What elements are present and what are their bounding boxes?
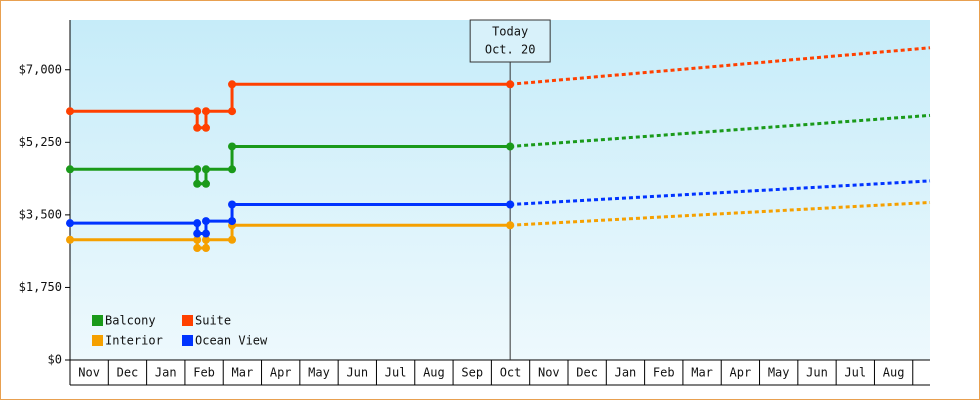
series-point: [201, 229, 210, 238]
x-tick-label: Feb: [653, 366, 675, 380]
legend-swatch: [182, 315, 193, 326]
legend-label: Balcony: [105, 314, 156, 328]
series-point: [506, 221, 515, 230]
x-tick-label: May: [768, 366, 790, 380]
x-tick-label: Nov: [78, 366, 100, 380]
legend-label: Ocean View: [195, 334, 268, 348]
forecast-line: [510, 200, 931, 227]
series-point: [193, 179, 202, 188]
x-tick-label: Jun: [806, 366, 828, 380]
x-tick-label: Aug: [883, 366, 905, 380]
series-point: [201, 217, 210, 226]
series-point: [228, 235, 237, 244]
today-label: Today: [492, 25, 528, 39]
x-tick-label: Apr: [730, 366, 752, 380]
series-point: [228, 107, 237, 116]
x-tick-label: Nov: [538, 366, 560, 380]
plot-area: [70, 20, 930, 360]
series-point: [193, 107, 202, 116]
series-point: [66, 107, 74, 116]
series-point: [201, 179, 210, 188]
series-point: [506, 200, 515, 209]
series-point: [193, 219, 202, 228]
forecast-line: [510, 46, 931, 86]
legend-label: Interior: [105, 334, 163, 348]
legend-label: Suite: [195, 314, 231, 328]
x-tick-label: Dec: [117, 366, 139, 380]
series-point: [193, 229, 202, 238]
series-point: [201, 107, 210, 116]
forecast-line: [510, 113, 931, 148]
series-point: [193, 165, 202, 174]
x-tick-label: Jan: [615, 366, 637, 380]
x-tick-label: Dec: [576, 366, 598, 380]
today-box: [469, 19, 551, 63]
x-tick-label: Apr: [270, 366, 292, 380]
series-point: [201, 244, 210, 253]
y-tick-label: $0: [48, 353, 62, 367]
series-point: [193, 235, 202, 244]
series-point: [228, 217, 237, 226]
y-tick-label: $7,000: [19, 62, 62, 76]
legend-swatch: [92, 335, 103, 346]
series-point: [201, 165, 210, 174]
x-tick-label: Mar: [232, 366, 254, 380]
x-tick-label: Aug: [423, 366, 445, 380]
y-tick-label: $1,750: [19, 280, 62, 294]
forecast-line: [510, 179, 931, 207]
legend-swatch: [182, 335, 193, 346]
x-tick-label: Sep: [461, 366, 483, 380]
x-tick-label: Mar: [691, 366, 713, 380]
x-tick-label: Jul: [385, 366, 407, 380]
series-point: [201, 123, 210, 132]
series-point: [66, 235, 74, 244]
series-point: [193, 244, 202, 253]
legend-swatch: [92, 315, 103, 326]
series-point: [228, 142, 237, 151]
series-point: [228, 80, 237, 89]
x-tick-label: Jul: [844, 366, 866, 380]
series-point: [228, 200, 237, 209]
series-point: [193, 123, 202, 132]
today-label: Oct. 20: [485, 43, 536, 57]
x-tick-label: May: [308, 366, 330, 380]
x-tick-label: Feb: [193, 366, 215, 380]
x-tick-label: Jun: [346, 366, 368, 380]
x-tick-label: Oct: [500, 366, 522, 380]
series-point: [66, 219, 74, 228]
series-point: [201, 235, 210, 244]
y-tick-label: $3,500: [19, 207, 62, 221]
series-point: [228, 165, 237, 174]
x-tick-label: Jan: [155, 366, 177, 380]
y-tick-label: $5,250: [19, 135, 62, 149]
series-point: [506, 80, 515, 89]
series-point: [66, 165, 74, 174]
series-point: [506, 142, 515, 151]
